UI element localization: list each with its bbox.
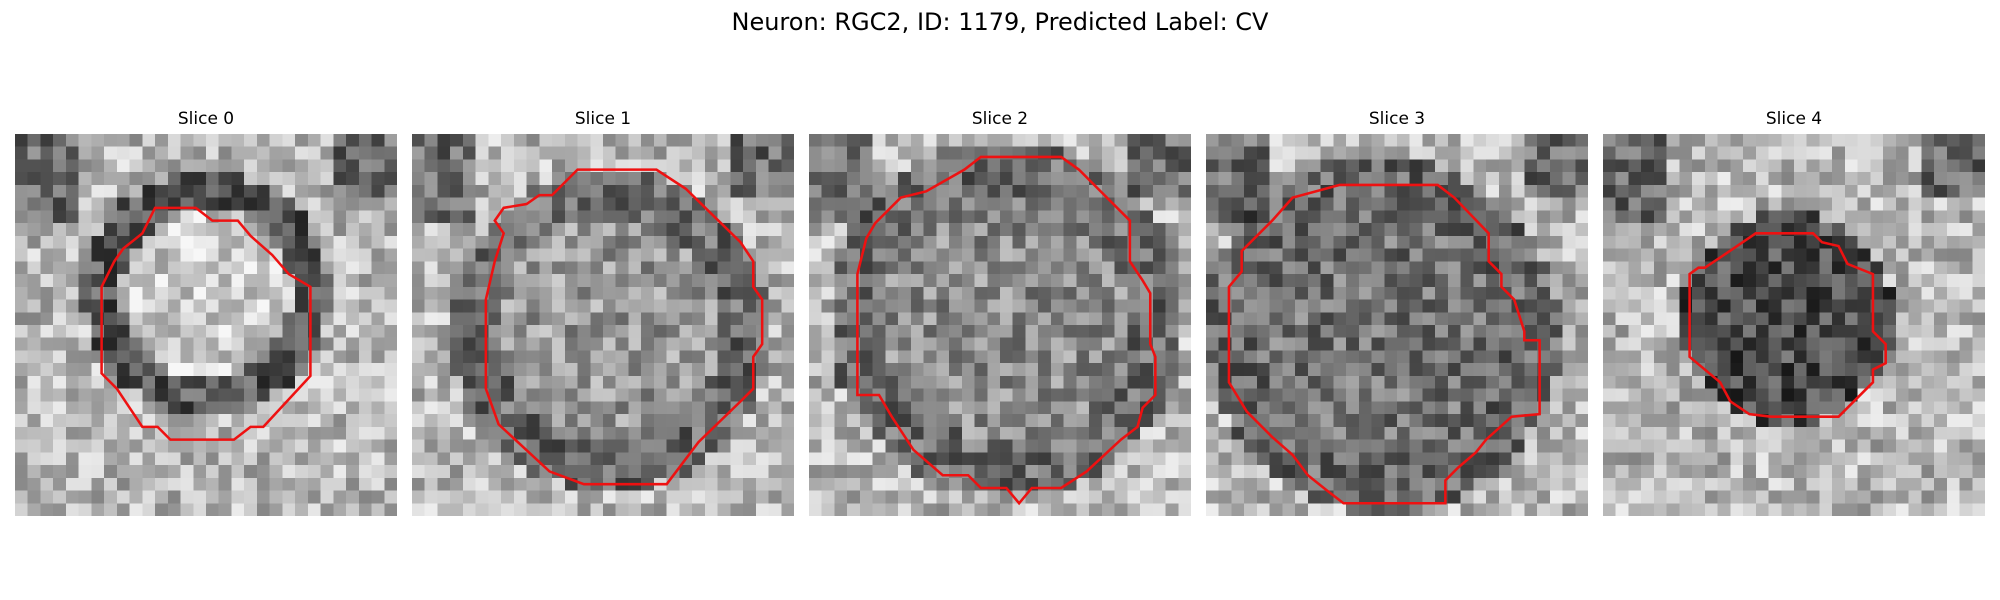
panel-title: Slice 0 [177,109,235,129]
figure-title: Neuron: RGC2, ID: 1179, Predicted Label:… [731,8,1269,36]
panel-title: Slice 1 [574,109,632,129]
pixel-grid [412,134,794,516]
cell-contour [1688,232,1887,418]
slice-image-0 [15,134,397,516]
cell-contour [484,168,764,486]
cell-contour [1227,183,1541,505]
pixel-grid [809,134,1191,516]
cell-contour [100,206,312,441]
panel-title: Slice 3 [1368,109,1426,129]
pixel-grid [1603,134,1985,516]
slice-image-1 [412,134,794,516]
panel-title: Slice 2 [971,109,1029,129]
slice-image-3 [1206,134,1588,516]
panel-title: Slice 4 [1765,109,1823,129]
pixel-grid [15,134,397,516]
slice-image-4 [1603,134,1985,516]
slice-image-2 [809,134,1191,516]
pixel-grid [1206,134,1588,516]
cell-contour [856,155,1157,506]
